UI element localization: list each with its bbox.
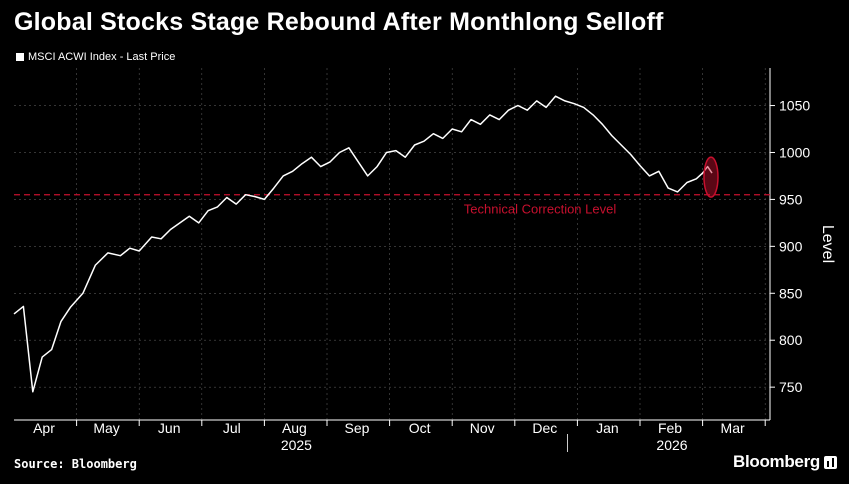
year-label: 2025 [281, 437, 312, 453]
x-tick-label: Feb [658, 420, 682, 436]
y-axis-title: Level [819, 225, 836, 263]
x-tick-label: Jan [596, 420, 619, 436]
source-note: Source: Bloomberg [14, 457, 137, 471]
y-tick-label: 900 [779, 238, 803, 254]
x-tick-label: Aug [282, 420, 307, 436]
x-tick-label: Mar [721, 420, 745, 436]
axis-labels: 750 800 850 900 950 1000 1050 Apr May Jun Jul Aug Se… [33, 98, 836, 453]
x-tick-label: Sep [345, 420, 370, 436]
x-tick-label: Jul [223, 420, 241, 436]
x-tick-label: Jun [158, 420, 181, 436]
legend-swatch [16, 53, 24, 61]
rebound-highlight [703, 156, 719, 198]
y-tick-label: 750 [779, 379, 803, 395]
legend: MSCI ACWI Index - Last Price [16, 51, 175, 63]
y-tick-label: 850 [779, 285, 803, 301]
y-tick-label: 800 [779, 332, 803, 348]
y-tick-label: 1050 [779, 98, 810, 114]
x-tick-label: Oct [409, 420, 431, 436]
brand-name: Bloomberg [732, 452, 820, 471]
x-tick-label: Apr [33, 420, 55, 436]
y-tick-label: 950 [779, 191, 803, 207]
threshold-group: Technical Correction Level [14, 194, 770, 217]
series-line [13, 95, 713, 393]
bloomberg-chart-icon [824, 455, 837, 469]
chart-title: Global Stocks Stage Rebound After Monthl… [14, 8, 664, 36]
series-group [13, 95, 719, 393]
x-tick-label: Dec [532, 420, 557, 436]
year-label: 2026 [656, 437, 687, 453]
legend-label: MSCI ACWI Index - Last Price [28, 51, 176, 63]
y-tick-label: 1000 [779, 144, 810, 160]
axes [14, 68, 775, 452]
x-tick-label: Nov [470, 420, 495, 436]
grid [14, 68, 770, 420]
brand-logo: Bloomberg [733, 452, 837, 472]
x-tick-label: May [93, 420, 119, 436]
threshold-label: Technical Correction Level [464, 202, 617, 217]
